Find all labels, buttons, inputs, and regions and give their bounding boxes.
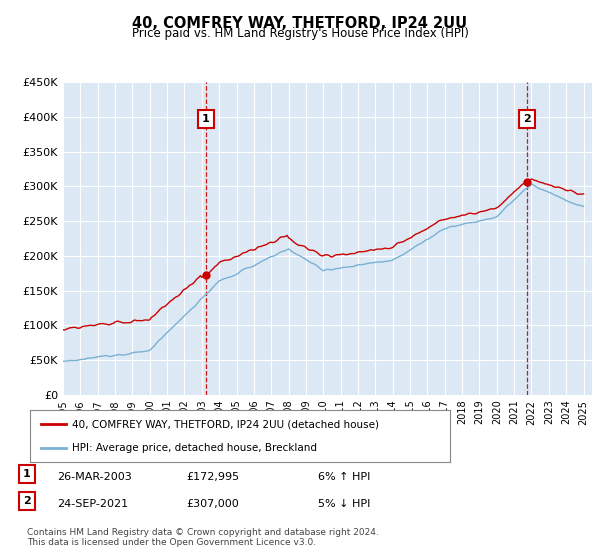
Text: HPI: Average price, detached house, Breckland: HPI: Average price, detached house, Brec… (72, 443, 317, 453)
Text: 40, COMFREY WAY, THETFORD, IP24 2UU: 40, COMFREY WAY, THETFORD, IP24 2UU (133, 16, 467, 31)
Text: 2: 2 (523, 114, 530, 124)
Text: 5% ↓ HPI: 5% ↓ HPI (318, 499, 370, 509)
Text: 24-SEP-2021: 24-SEP-2021 (57, 499, 128, 509)
Text: 1: 1 (202, 114, 209, 124)
Text: 2: 2 (23, 496, 31, 506)
Text: 1: 1 (23, 469, 31, 479)
Text: £307,000: £307,000 (186, 499, 239, 509)
Text: £172,995: £172,995 (186, 472, 239, 482)
Text: 26-MAR-2003: 26-MAR-2003 (57, 472, 132, 482)
Text: Contains HM Land Registry data © Crown copyright and database right 2024.
This d: Contains HM Land Registry data © Crown c… (27, 528, 379, 547)
Text: 40, COMFREY WAY, THETFORD, IP24 2UU (detached house): 40, COMFREY WAY, THETFORD, IP24 2UU (det… (72, 419, 379, 430)
Text: Price paid vs. HM Land Registry's House Price Index (HPI): Price paid vs. HM Land Registry's House … (131, 27, 469, 40)
Text: 6% ↑ HPI: 6% ↑ HPI (318, 472, 370, 482)
